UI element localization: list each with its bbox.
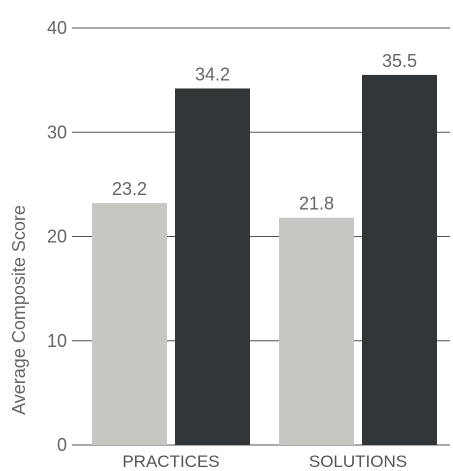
y-axis-title: Average Composite Score xyxy=(9,205,29,415)
data-label: 23.2 xyxy=(112,179,147,199)
category-labels: PRACTICES SOLUTIONS xyxy=(122,452,407,471)
y-tick-label: 30 xyxy=(47,122,67,142)
y-tick-label: 20 xyxy=(47,227,67,247)
category-label: PRACTICES xyxy=(122,452,219,471)
bar-solutions-1 xyxy=(279,217,354,445)
y-tick-label: 40 xyxy=(47,18,67,38)
data-label: 35.5 xyxy=(382,51,417,71)
bars xyxy=(92,74,437,445)
data-labels: 23.2 34.2 21.8 35.5 xyxy=(112,51,417,214)
y-tick-label: 10 xyxy=(47,331,67,351)
bar-solutions-2 xyxy=(362,74,437,445)
data-label: 21.8 xyxy=(299,194,334,214)
bar-practices-1 xyxy=(92,203,167,445)
bar-practices-2 xyxy=(175,88,250,445)
category-label: SOLUTIONS xyxy=(309,452,407,471)
y-tick-label: 0 xyxy=(57,435,67,455)
y-tick-labels: 0 10 20 30 40 xyxy=(47,18,67,455)
data-label: 34.2 xyxy=(195,64,230,84)
